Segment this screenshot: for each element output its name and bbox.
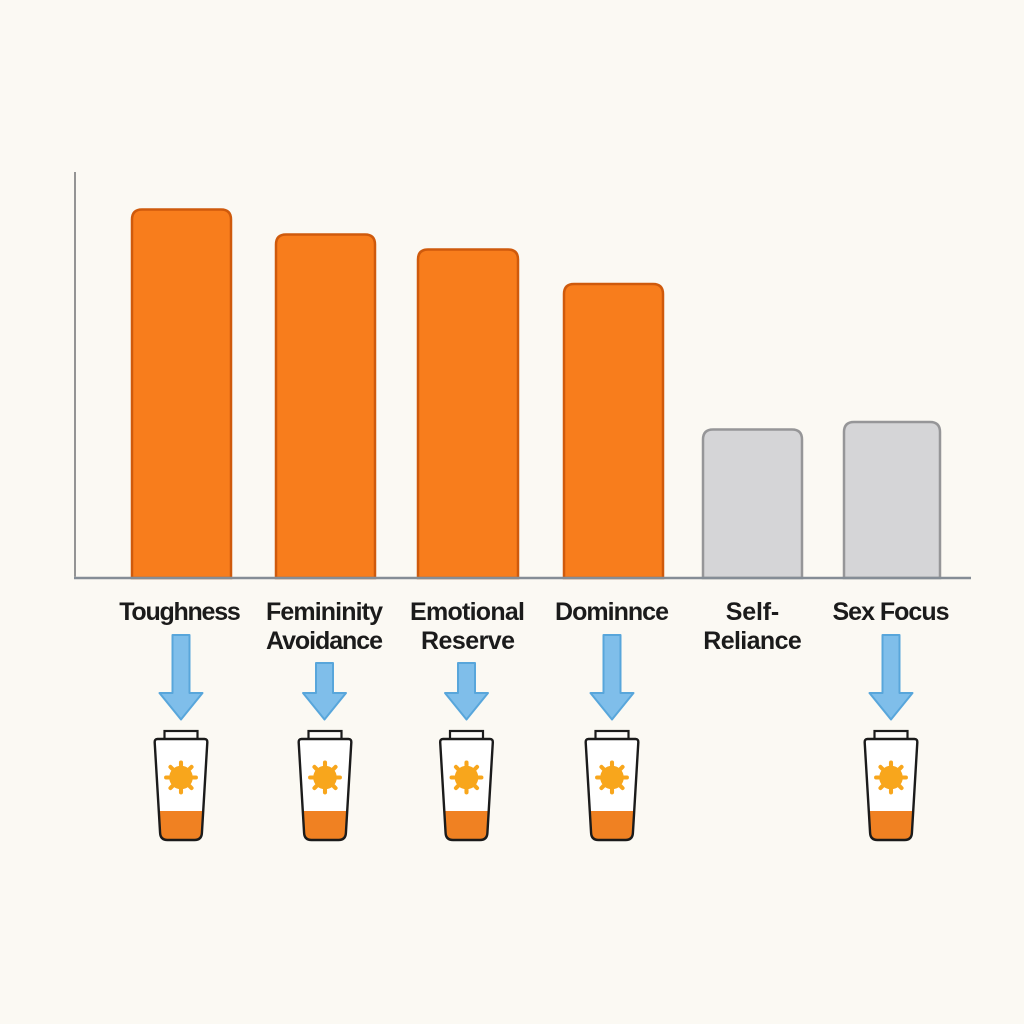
svg-text:Sex Focus: Sex Focus <box>833 598 950 626</box>
svg-text:Avoidance: Avoidance <box>266 627 383 655</box>
svg-text:Femininity: Femininity <box>266 598 383 626</box>
svg-text:Emotional: Emotional <box>410 598 525 626</box>
svg-text:Reliance: Reliance <box>703 627 802 655</box>
svg-text:Dominnce: Dominnce <box>555 598 669 626</box>
svg-text:Self-: Self- <box>726 598 780 626</box>
svg-text:Reserve: Reserve <box>421 627 515 655</box>
svg-text:Toughness: Toughness <box>119 598 241 626</box>
